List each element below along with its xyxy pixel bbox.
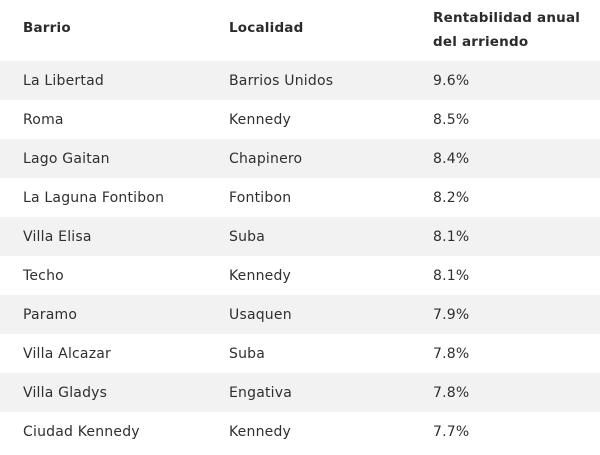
cell-barrio: Paramo [23,306,78,323]
cell-localidad: Kennedy [229,423,292,440]
cell-rentabilidad: 7.9% [433,306,470,323]
cell-localidad: Chapinero [229,150,303,167]
cell-rentabilidad: 7.7% [433,423,470,440]
cell-barrio: La Libertad [23,72,104,89]
cell-barrio: Roma [23,111,64,128]
cell-localidad: Suba [229,345,266,362]
cell-localidad: Usaquen [229,306,292,323]
header-rentabilidad-line1: Rentabilidad anual [433,10,581,26]
cell-localidad: Barrios Unidos [229,72,334,89]
table-header: Barrio Localidad Rentabilidad anual del … [0,0,600,61]
cell-localidad: Kennedy [229,267,292,284]
cell-rentabilidad: 8.2% [433,189,470,206]
cell-barrio: La Laguna Fontibon [23,189,165,206]
table-row: Ciudad Kennedy Kennedy 7.7% [0,412,600,451]
cell-rentabilidad: 8.5% [433,111,470,128]
header-barrio: Barrio [23,20,71,36]
table-row: Villa Elisa Suba 8.1% [0,217,600,256]
cell-barrio: Villa Alcazar [23,345,111,362]
cell-rentabilidad: 8.4% [433,150,470,167]
header-localidad: Localidad [229,20,304,36]
cell-barrio: Lago Gaitan [23,150,110,167]
cell-barrio: Villa Elisa [23,228,92,245]
header-rentabilidad: Rentabilidad anual del arriendo [433,6,580,54]
cell-rentabilidad: 7.8% [433,384,470,401]
cell-rentabilidad: 8.1% [433,267,470,284]
table-row: Lago Gaitan Chapinero 8.4% [0,139,600,178]
table-row: Villa Gladys Engativa 7.8% [0,373,600,412]
cell-barrio: Villa Gladys [23,384,108,401]
cell-barrio: Techo [23,267,64,284]
header-rentabilidad-line2: del arriendo [433,34,529,50]
cell-localidad: Fontibon [229,189,292,206]
cell-rentabilidad: 8.1% [433,228,470,245]
table-row: La Laguna Fontibon Fontibon 8.2% [0,178,600,217]
cell-localidad: Suba [229,228,266,245]
cell-rentabilidad: 9.6% [433,72,470,89]
table-row: La Libertad Barrios Unidos 9.6% [0,61,600,100]
cell-rentabilidad: 7.8% [433,345,470,362]
table-row: Techo Kennedy 8.1% [0,256,600,295]
table-row: Villa Alcazar Suba 7.8% [0,334,600,373]
cell-barrio: Ciudad Kennedy [23,423,140,440]
table-row: Roma Kennedy 8.5% [0,100,600,139]
cell-localidad: Kennedy [229,111,292,128]
cell-localidad: Engativa [229,384,293,401]
table-row: Paramo Usaquen 7.9% [0,295,600,334]
